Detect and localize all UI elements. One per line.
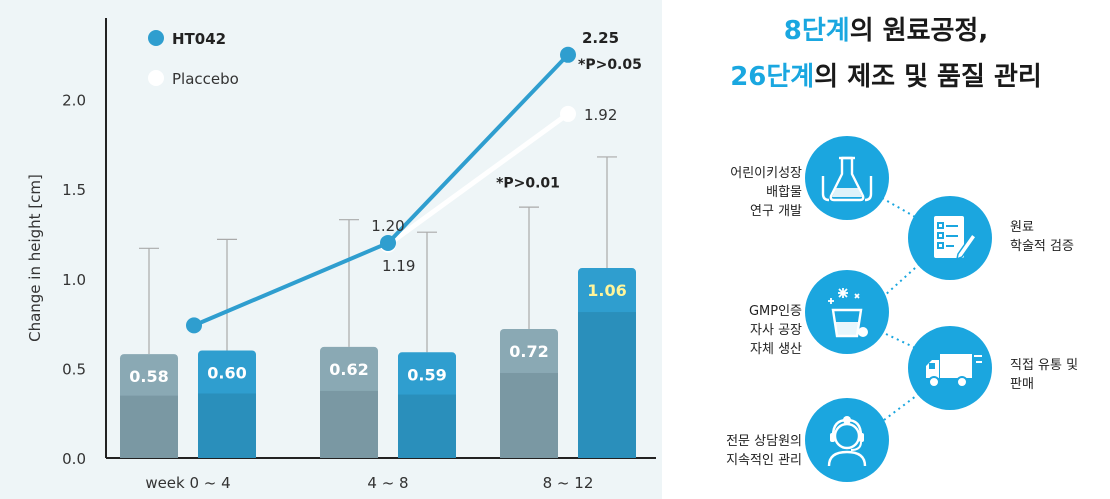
chart: 0.0 0.5 1.0 1.5 2.0 Change in height [cm] week… xyxy=(26,18,656,492)
bar-value-label: 0.59 xyxy=(407,365,446,384)
bar-lower-Placcebo xyxy=(320,390,378,458)
headline-highlight-1: 8단계 xyxy=(783,16,850,46)
line-point-HT042 xyxy=(380,234,396,251)
bar-value-label: 1.06 xyxy=(587,281,626,300)
step-3-label: GMP인증 자사 공장 자체 생산 xyxy=(682,302,802,359)
bar-lower-HT042 xyxy=(398,394,456,458)
y-tick-label: 0.5 xyxy=(62,360,86,378)
significance-annotation: *P>0.01 xyxy=(496,175,560,191)
step-4-line-2: 판매 xyxy=(1010,377,1034,392)
headline-line-1: 8단계의 원료공정, xyxy=(662,10,1110,47)
step-2-label: 원료 학술적 검증 xyxy=(1010,218,1105,256)
delivery-truck-icon xyxy=(908,326,992,410)
step-4-label: 직접 유통 및 판매 xyxy=(1010,356,1105,394)
bar-lower-HT042 xyxy=(198,393,256,458)
headline-rest-1: 의 원료공정, xyxy=(849,16,989,46)
headline-line-2: 26단계의 제조 및 품질 관리 xyxy=(662,56,1110,93)
legend-marker-Placcebo xyxy=(148,70,164,86)
step-3-line-2: 자사 공장 xyxy=(750,323,802,338)
x-tick-label: 4 ~ 8 xyxy=(367,474,408,492)
step-2-line-2: 학술적 검증 xyxy=(1010,239,1074,254)
headline-highlight-2: 26단계 xyxy=(730,62,815,92)
chart-panel: 0.0 0.5 1.0 1.5 2.0 Change in height [cm] week… xyxy=(0,0,662,499)
y-tick-label: 1.0 xyxy=(62,271,86,289)
info-panel: 8단계의 원료공정, 26단계의 제조 및 품질 관리 어린이키성장 배합물 연… xyxy=(662,0,1110,499)
line-point-HT042 xyxy=(560,46,576,63)
step-1-line-2: 배합물 xyxy=(766,185,802,200)
step-3-line-1: GMP인증 xyxy=(748,304,802,319)
step-1-line-1: 어린이키성장 xyxy=(730,166,802,181)
y-tick-label: 0.0 xyxy=(62,450,86,468)
step-1-line-3: 연구 개발 xyxy=(750,204,802,219)
line-point-Placcebo xyxy=(560,105,576,122)
legend-marker-HT042 xyxy=(148,30,164,46)
y-axis-label: Change in height [cm] xyxy=(26,174,44,342)
y-tick-label: 1.5 xyxy=(62,181,86,199)
legend-label: Placcebo xyxy=(172,70,239,88)
step-4-line-1: 직접 유통 및 xyxy=(1010,358,1079,373)
factory-cup-icon xyxy=(805,270,889,354)
bar-lower-HT042 xyxy=(578,312,636,458)
step-2-line-1: 원료 xyxy=(1010,220,1034,235)
step-5-label: 전문 상담원의 지속적인 관리 xyxy=(682,432,802,470)
step-5-line-2: 지속적인 관리 xyxy=(726,453,802,468)
bar-value-label: 0.62 xyxy=(329,360,368,379)
headset-agent-icon xyxy=(805,398,889,482)
bar-lower-Placcebo xyxy=(500,372,558,458)
line-point-label: 1.20 xyxy=(371,217,404,235)
significance-annotation: *P>0.05 xyxy=(578,57,642,73)
legend-label: HT042 xyxy=(172,30,226,48)
checklist-icon xyxy=(908,196,992,280)
y-tick-label: 2.0 xyxy=(62,92,86,110)
step-1-label: 어린이키성장 배합물 연구 개발 xyxy=(682,164,802,221)
x-tick-label: week 0 ~ 4 xyxy=(145,474,230,492)
connector-lines xyxy=(881,197,925,421)
line-point-label: 2.25 xyxy=(582,29,619,47)
bar-value-label: 0.60 xyxy=(207,363,246,382)
line-point-HT042 xyxy=(186,317,202,334)
lab-flask-icon xyxy=(805,136,889,220)
bar-value-label: 0.58 xyxy=(129,367,168,386)
step-5-line-1: 전문 상담원의 xyxy=(726,434,802,449)
line-point-label: 1.92 xyxy=(584,106,617,124)
series-line-Placcebo xyxy=(386,111,570,247)
line-point-label: 1.19 xyxy=(382,257,415,275)
bar-lower-Placcebo xyxy=(120,395,178,458)
x-tick-label: 8 ~ 12 xyxy=(543,474,594,492)
bar-value-label: 0.72 xyxy=(509,342,548,361)
step-3-line-3: 자체 생산 xyxy=(750,342,802,357)
headline-rest-2: 의 제조 및 품질 관리 xyxy=(814,62,1042,92)
